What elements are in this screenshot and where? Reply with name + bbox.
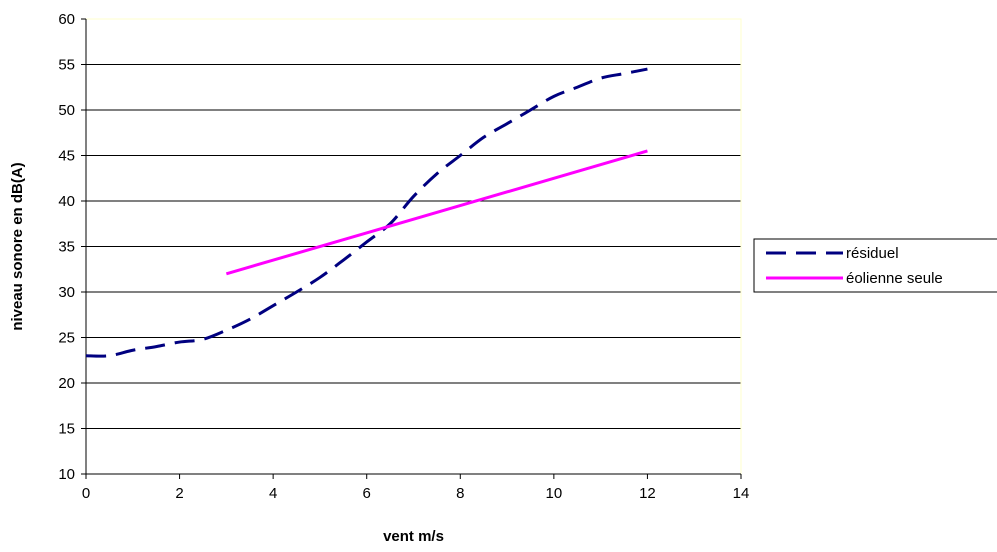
x-tick-label: 0: [82, 485, 90, 502]
y-tick-label: 20: [58, 375, 75, 392]
legend-label-1: éolienne seule: [846, 270, 943, 287]
y-tick-label: 45: [58, 148, 75, 165]
x-tick-label: 12: [639, 485, 656, 502]
y-tick-label: 60: [58, 11, 75, 28]
y-tick-label: 55: [58, 57, 75, 74]
x-axis-label: vent m/s: [383, 528, 444, 545]
series-line-1: [225, 149, 648, 276]
tick-labels: 10 15 20 25 30 35 40 45 50 55 60 0 2 4 6 8 10 12 14: [58, 11, 749, 502]
legend-label-0: résiduel: [846, 245, 899, 262]
x-tick-label: 14: [733, 485, 750, 502]
y-tick-label: 10: [58, 466, 75, 483]
legend: résiduel éolienne seule: [753, 238, 997, 293]
y-axis-label: niveau sonore en dB(A): [9, 162, 26, 330]
x-tick-label: 8: [456, 485, 464, 502]
x-tick-label: 2: [175, 485, 183, 502]
y-tick-label: 40: [58, 193, 75, 210]
series-lines: [85, 67, 648, 358]
x-tick-label: 10: [546, 485, 563, 502]
y-tick-label: 30: [58, 284, 75, 301]
x-tick-label: 4: [269, 485, 277, 502]
x-tick-label: 6: [363, 485, 371, 502]
y-tick-label: 50: [58, 102, 75, 119]
legend-box: [753, 238, 997, 293]
y-tick-label: 15: [58, 421, 75, 438]
y-tick-label: 25: [58, 330, 75, 347]
series-line-0: [85, 67, 648, 358]
y-tick-label: 35: [58, 239, 75, 256]
